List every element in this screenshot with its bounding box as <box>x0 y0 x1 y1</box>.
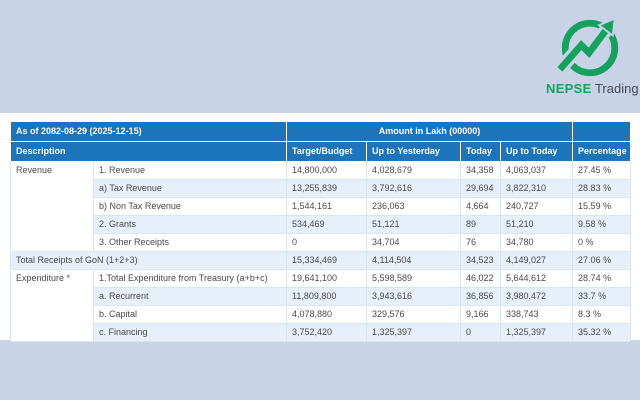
logo-wordmark: NEPSE Trading <box>546 81 639 96</box>
cell-percentage: 15.59 % <box>572 197 632 216</box>
cell-up-to-yesterday: 4,114,504 <box>366 251 462 270</box>
fiscal-report-table: As of 2082-08-29 (2025-12-15) Amount in … <box>9 121 632 342</box>
cell-up-to-today: 240,727 <box>500 197 574 216</box>
table-row: 2. Grants 534,469 51,121 89 51,210 9.58 … <box>11 215 632 234</box>
cell-up-to-today: 338,743 <box>500 305 574 324</box>
cell-target: 13,255,839 <box>286 179 368 198</box>
cell-label: 1.Total Expenditure from Treasury (a+b+c… <box>92 269 288 288</box>
cell-up-to-yesterday: 329,576 <box>366 305 462 324</box>
cell-percentage: 9.58 % <box>572 215 632 234</box>
cell-today: 34,358 <box>460 161 502 180</box>
cell-up-to-yesterday: 4,028,679 <box>366 161 462 180</box>
table-row: a) Tax Revenue 13,255,839 3,792,616 29,6… <box>11 179 632 198</box>
cell-target: 14,800,000 <box>286 161 368 180</box>
cell-up-to-today: 4,149,027 <box>500 251 574 270</box>
cell-label: c. Financing <box>92 323 288 342</box>
cell-today: 34,523 <box>460 251 502 270</box>
section-label-expenditure: Expenditure * <box>10 269 94 342</box>
table-header-row-columns: Description Target/Budget Up to Yesterda… <box>9 141 632 162</box>
cell-target: 11,809,800 <box>286 287 368 306</box>
table-row: a. Recurrent 11,809,800 3,943,616 36,856… <box>11 287 632 306</box>
cell-today: 9,166 <box>460 305 502 324</box>
col-header-target: Target/Budget <box>286 141 368 162</box>
cell-target: 15,334,469 <box>286 251 368 270</box>
cell-today: 36,856 <box>460 287 502 306</box>
cell-label: a. Recurrent <box>92 287 288 306</box>
cell-up-to-today: 51,210 <box>500 215 574 234</box>
nepse-trading-logo: NEPSE Trading <box>546 14 639 96</box>
cell-up-to-yesterday: 3,792,616 <box>366 179 462 198</box>
cell-target: 19,641,100 <box>286 269 368 288</box>
empty-header-cell <box>572 121 632 142</box>
table-row: c. Financing 3,752,420 1,325,397 0 1,325… <box>11 323 632 342</box>
cell-label: 2. Grants <box>92 215 288 234</box>
cell-today: 89 <box>460 215 502 234</box>
cell-up-to-today: 3,822,310 <box>500 179 574 198</box>
cell-target: 534,469 <box>286 215 368 234</box>
logo-brand-text: NEPSE <box>546 81 592 96</box>
col-header-percentage: Percentage <box>572 141 632 162</box>
table-row: b) Non Tax Revenue 1,544,161 236,063 4,6… <box>11 197 632 216</box>
cell-up-to-yesterday: 51,121 <box>366 215 462 234</box>
cell-target: 3,752,420 <box>286 323 368 342</box>
cell-percentage: 27.45 % <box>572 161 632 180</box>
cell-up-to-today: 34,780 <box>500 233 574 252</box>
table-row: Revenue 1. Revenue 14,800,000 4,028,679 … <box>10 161 632 252</box>
cell-percentage: 33.7 % <box>572 287 632 306</box>
cell-up-to-yesterday: 1,325,397 <box>366 323 462 342</box>
cell-up-to-today: 4,063,037 <box>500 161 574 180</box>
trend-arrow-circle-icon <box>546 14 634 80</box>
cell-today: 4,664 <box>460 197 502 216</box>
cell-label: 3. Other Receipts <box>92 233 288 252</box>
col-header-up-to-yesterday: Up to Yesterday <box>366 141 462 162</box>
cell-percentage: 8.3 % <box>572 305 632 324</box>
cell-percentage: 27.06 % <box>572 251 632 270</box>
table-row: Expenditure * 1.Total Expenditure from T… <box>10 269 632 342</box>
as-of-date-header: As of 2082-08-29 (2025-12-15) <box>9 121 288 142</box>
cell-label: b) Non Tax Revenue <box>92 197 288 216</box>
section-label-revenue: Revenue <box>10 161 94 252</box>
logo-suffix-text: Trading <box>594 81 639 96</box>
cell-label: 1. Revenue <box>92 161 288 180</box>
cell-label: a) Tax Revenue <box>92 179 288 198</box>
cell-up-to-yesterday: 5,598,589 <box>366 269 462 288</box>
cell-today: 76 <box>460 233 502 252</box>
amount-unit-header: Amount in Lakh (00000) <box>286 121 574 142</box>
cell-up-to-yesterday: 3,943,616 <box>366 287 462 306</box>
cell-up-to-yesterday: 34,704 <box>366 233 462 252</box>
cell-up-to-yesterday: 236,063 <box>366 197 462 216</box>
table-row: b. Capital 4,078,880 329,576 9,166 338,7… <box>11 305 632 324</box>
cell-percentage: 0 % <box>572 233 632 252</box>
cell-percentage: 28.74 % <box>572 269 632 288</box>
cell-target: 0 <box>286 233 368 252</box>
cell-today: 0 <box>460 323 502 342</box>
table-row: 3. Other Receipts 0 34,704 76 34,780 0 % <box>11 233 632 252</box>
table-header-row-top: As of 2082-08-29 (2025-12-15) Amount in … <box>9 121 632 142</box>
col-header-description: Description <box>9 141 288 162</box>
cell-today: 46,022 <box>460 269 502 288</box>
cell-percentage: 35.32 % <box>572 323 632 342</box>
cell-target: 1,544,161 <box>286 197 368 216</box>
cell-today: 29,694 <box>460 179 502 198</box>
table-row-total-receipts: Total Receipts of GoN (1+2+3) 15,334,469… <box>9 251 632 270</box>
cell-label: b. Capital <box>92 305 288 324</box>
cell-up-to-today: 3,980,472 <box>500 287 574 306</box>
cell-label: Total Receipts of GoN (1+2+3) <box>9 251 288 270</box>
cell-up-to-today: 5,644,612 <box>500 269 574 288</box>
cell-percentage: 28.83 % <box>572 179 632 198</box>
col-header-up-to-today: Up to Today <box>500 141 574 162</box>
cell-target: 4,078,880 <box>286 305 368 324</box>
cell-up-to-today: 1,325,397 <box>500 323 574 342</box>
col-header-today: Today <box>460 141 502 162</box>
